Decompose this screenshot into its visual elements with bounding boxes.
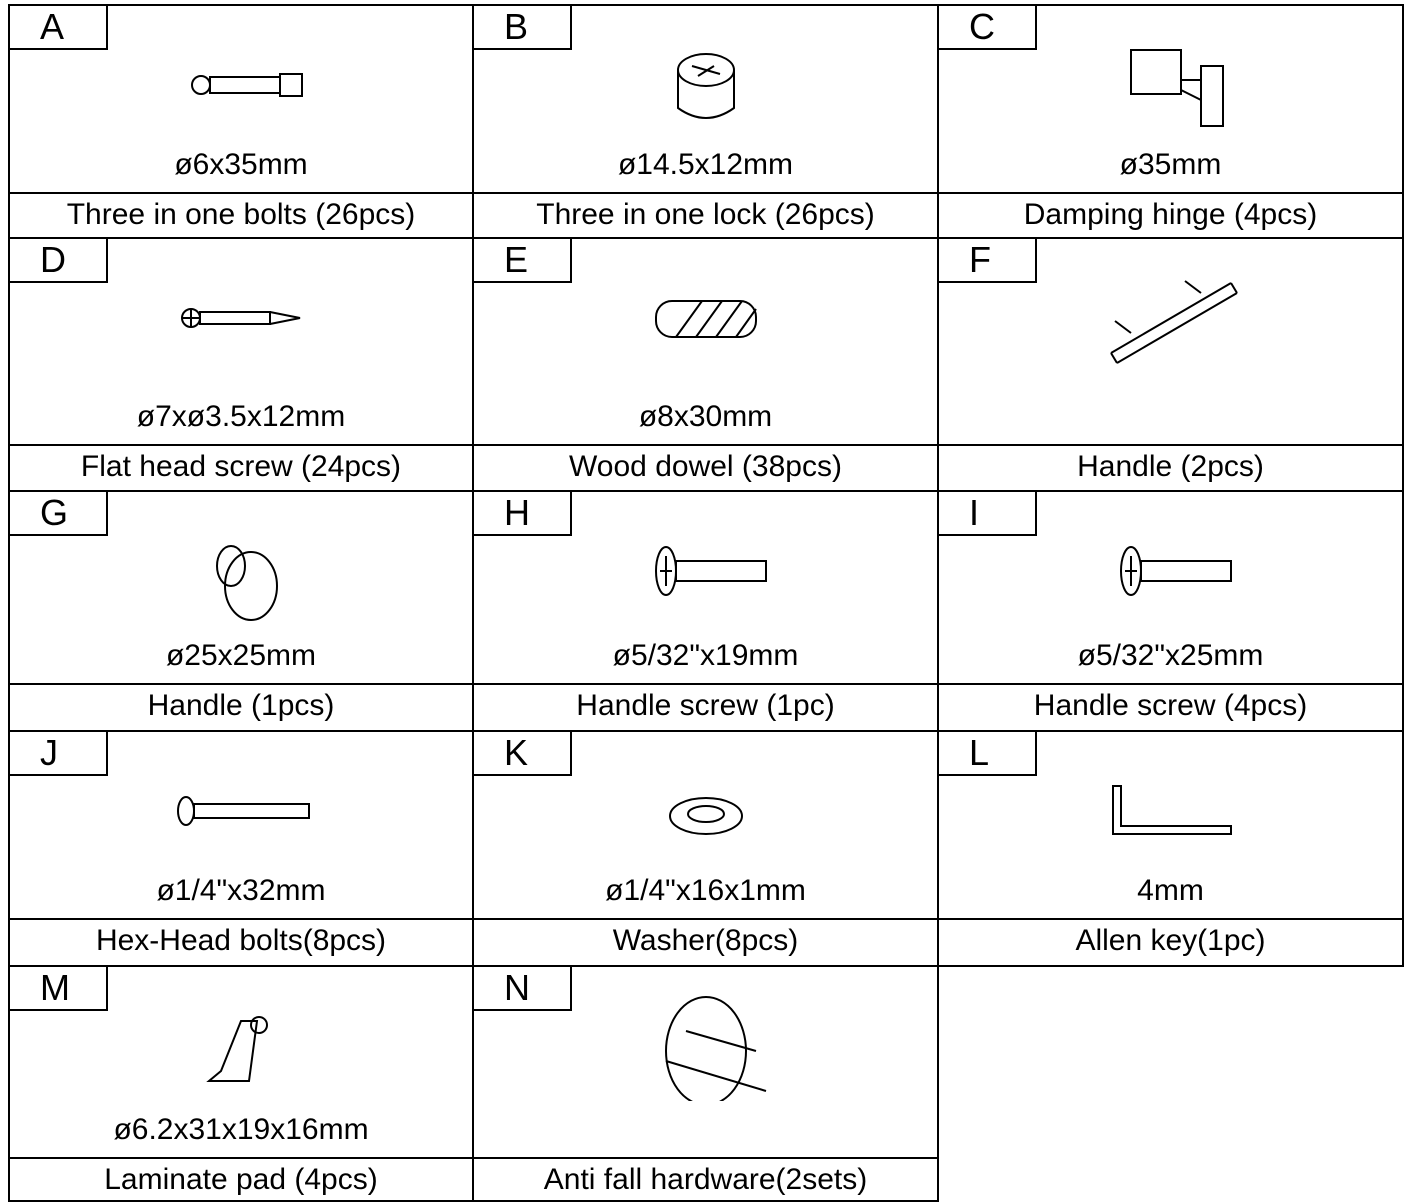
part-letter: F	[939, 239, 1037, 283]
part-label: Anti fall hardware(2sets)	[472, 1157, 939, 1202]
part-cell: L 4mm	[937, 730, 1404, 920]
part-name: Handle (1pcs)	[147, 689, 335, 722]
part-letter: L	[939, 732, 1037, 776]
part-icon	[206, 1016, 268, 1082]
part-label: Three in one bolts (26pcs)	[8, 192, 474, 239]
part-letter: E	[474, 239, 572, 283]
part-icon	[1109, 280, 1238, 364]
part-name: Washer(8pcs)	[612, 924, 799, 957]
part-letter: J	[10, 732, 108, 776]
part-letter: C	[939, 6, 1037, 50]
part-label: Washer(8pcs)	[472, 918, 939, 967]
part-name: Wood dowel (38pcs)	[569, 450, 842, 483]
part-label: Flat head screw (24pcs)	[8, 444, 474, 492]
part-label: Damping hinge (4pcs)	[937, 192, 1404, 239]
part-name: Handle screw (1pc)	[576, 689, 835, 722]
part-letter: B	[474, 6, 572, 50]
part-letter: G	[10, 492, 108, 536]
part-icon	[664, 996, 766, 1101]
part-size: ø1/4"x32mm	[156, 874, 326, 907]
part-icon	[181, 308, 301, 328]
part-name: Laminate pad (4pcs)	[104, 1163, 378, 1196]
part-name: Three in one bolts (26pcs)	[66, 198, 416, 231]
part-size: ø5/32"x19mm	[612, 639, 799, 672]
part-size: ø8x30mm	[638, 400, 773, 433]
part-size: ø1/4"x16x1mm	[605, 874, 806, 907]
part-icon	[676, 53, 735, 119]
part-name: Handle (2pcs)	[1077, 450, 1264, 483]
part-icon	[1129, 49, 1224, 127]
part-icon	[191, 73, 303, 97]
part-letter: H	[474, 492, 572, 536]
part-label: Handle (2pcs)	[937, 444, 1404, 492]
part-size: ø14.5x12mm	[617, 148, 794, 181]
part-label: Laminate pad (4pcs)	[8, 1157, 474, 1202]
part-letter: I	[939, 492, 1037, 536]
part-label: Wood dowel (38pcs)	[472, 444, 939, 492]
part-name: Allen key(1pc)	[1075, 924, 1266, 957]
part-size: ø6.2x31x19x16mm	[113, 1113, 369, 1146]
part-icon	[216, 545, 278, 621]
part-icon	[654, 546, 767, 596]
part-size: ø5/32"x25mm	[1077, 639, 1264, 672]
part-letter: A	[10, 6, 108, 50]
part-name: Handle screw (4pcs)	[1033, 689, 1308, 722]
part-name: Hex-Head bolts(8pcs)	[95, 924, 387, 957]
part-name: Damping hinge (4pcs)	[1023, 198, 1318, 231]
part-label: Handle (1pcs)	[8, 683, 474, 732]
part-size: ø35mm	[1119, 148, 1222, 181]
part-letter: N	[474, 967, 572, 1011]
part-letter: K	[474, 732, 572, 776]
part-name: Flat head screw (24pcs)	[80, 450, 402, 483]
part-icon	[1119, 546, 1232, 596]
part-name: Three in one lock (26pcs)	[536, 198, 875, 231]
part-cell: F	[937, 237, 1404, 446]
part-cell: N	[472, 965, 939, 1159]
part-letter: M	[10, 967, 108, 1011]
part-letter: D	[10, 239, 108, 283]
part-label: Allen key(1pc)	[937, 918, 1404, 967]
part-size: 4mm	[1137, 874, 1204, 907]
part-size: ø25x25mm	[165, 639, 317, 672]
part-label: Hex-Head bolts(8pcs)	[8, 918, 474, 967]
part-name: Anti fall hardware(2sets)	[543, 1163, 868, 1196]
part-icon	[668, 797, 743, 835]
part-label: Handle screw (1pc)	[472, 683, 939, 732]
part-icon	[177, 796, 310, 826]
part-size: ø6x35mm	[174, 148, 308, 181]
part-label: Three in one lock (26pcs)	[472, 192, 939, 239]
part-icon	[1111, 785, 1232, 835]
part-label: Handle screw (4pcs)	[937, 683, 1404, 732]
part-size: ø7xø3.5x12mm	[136, 400, 346, 433]
part-icon	[654, 300, 757, 338]
